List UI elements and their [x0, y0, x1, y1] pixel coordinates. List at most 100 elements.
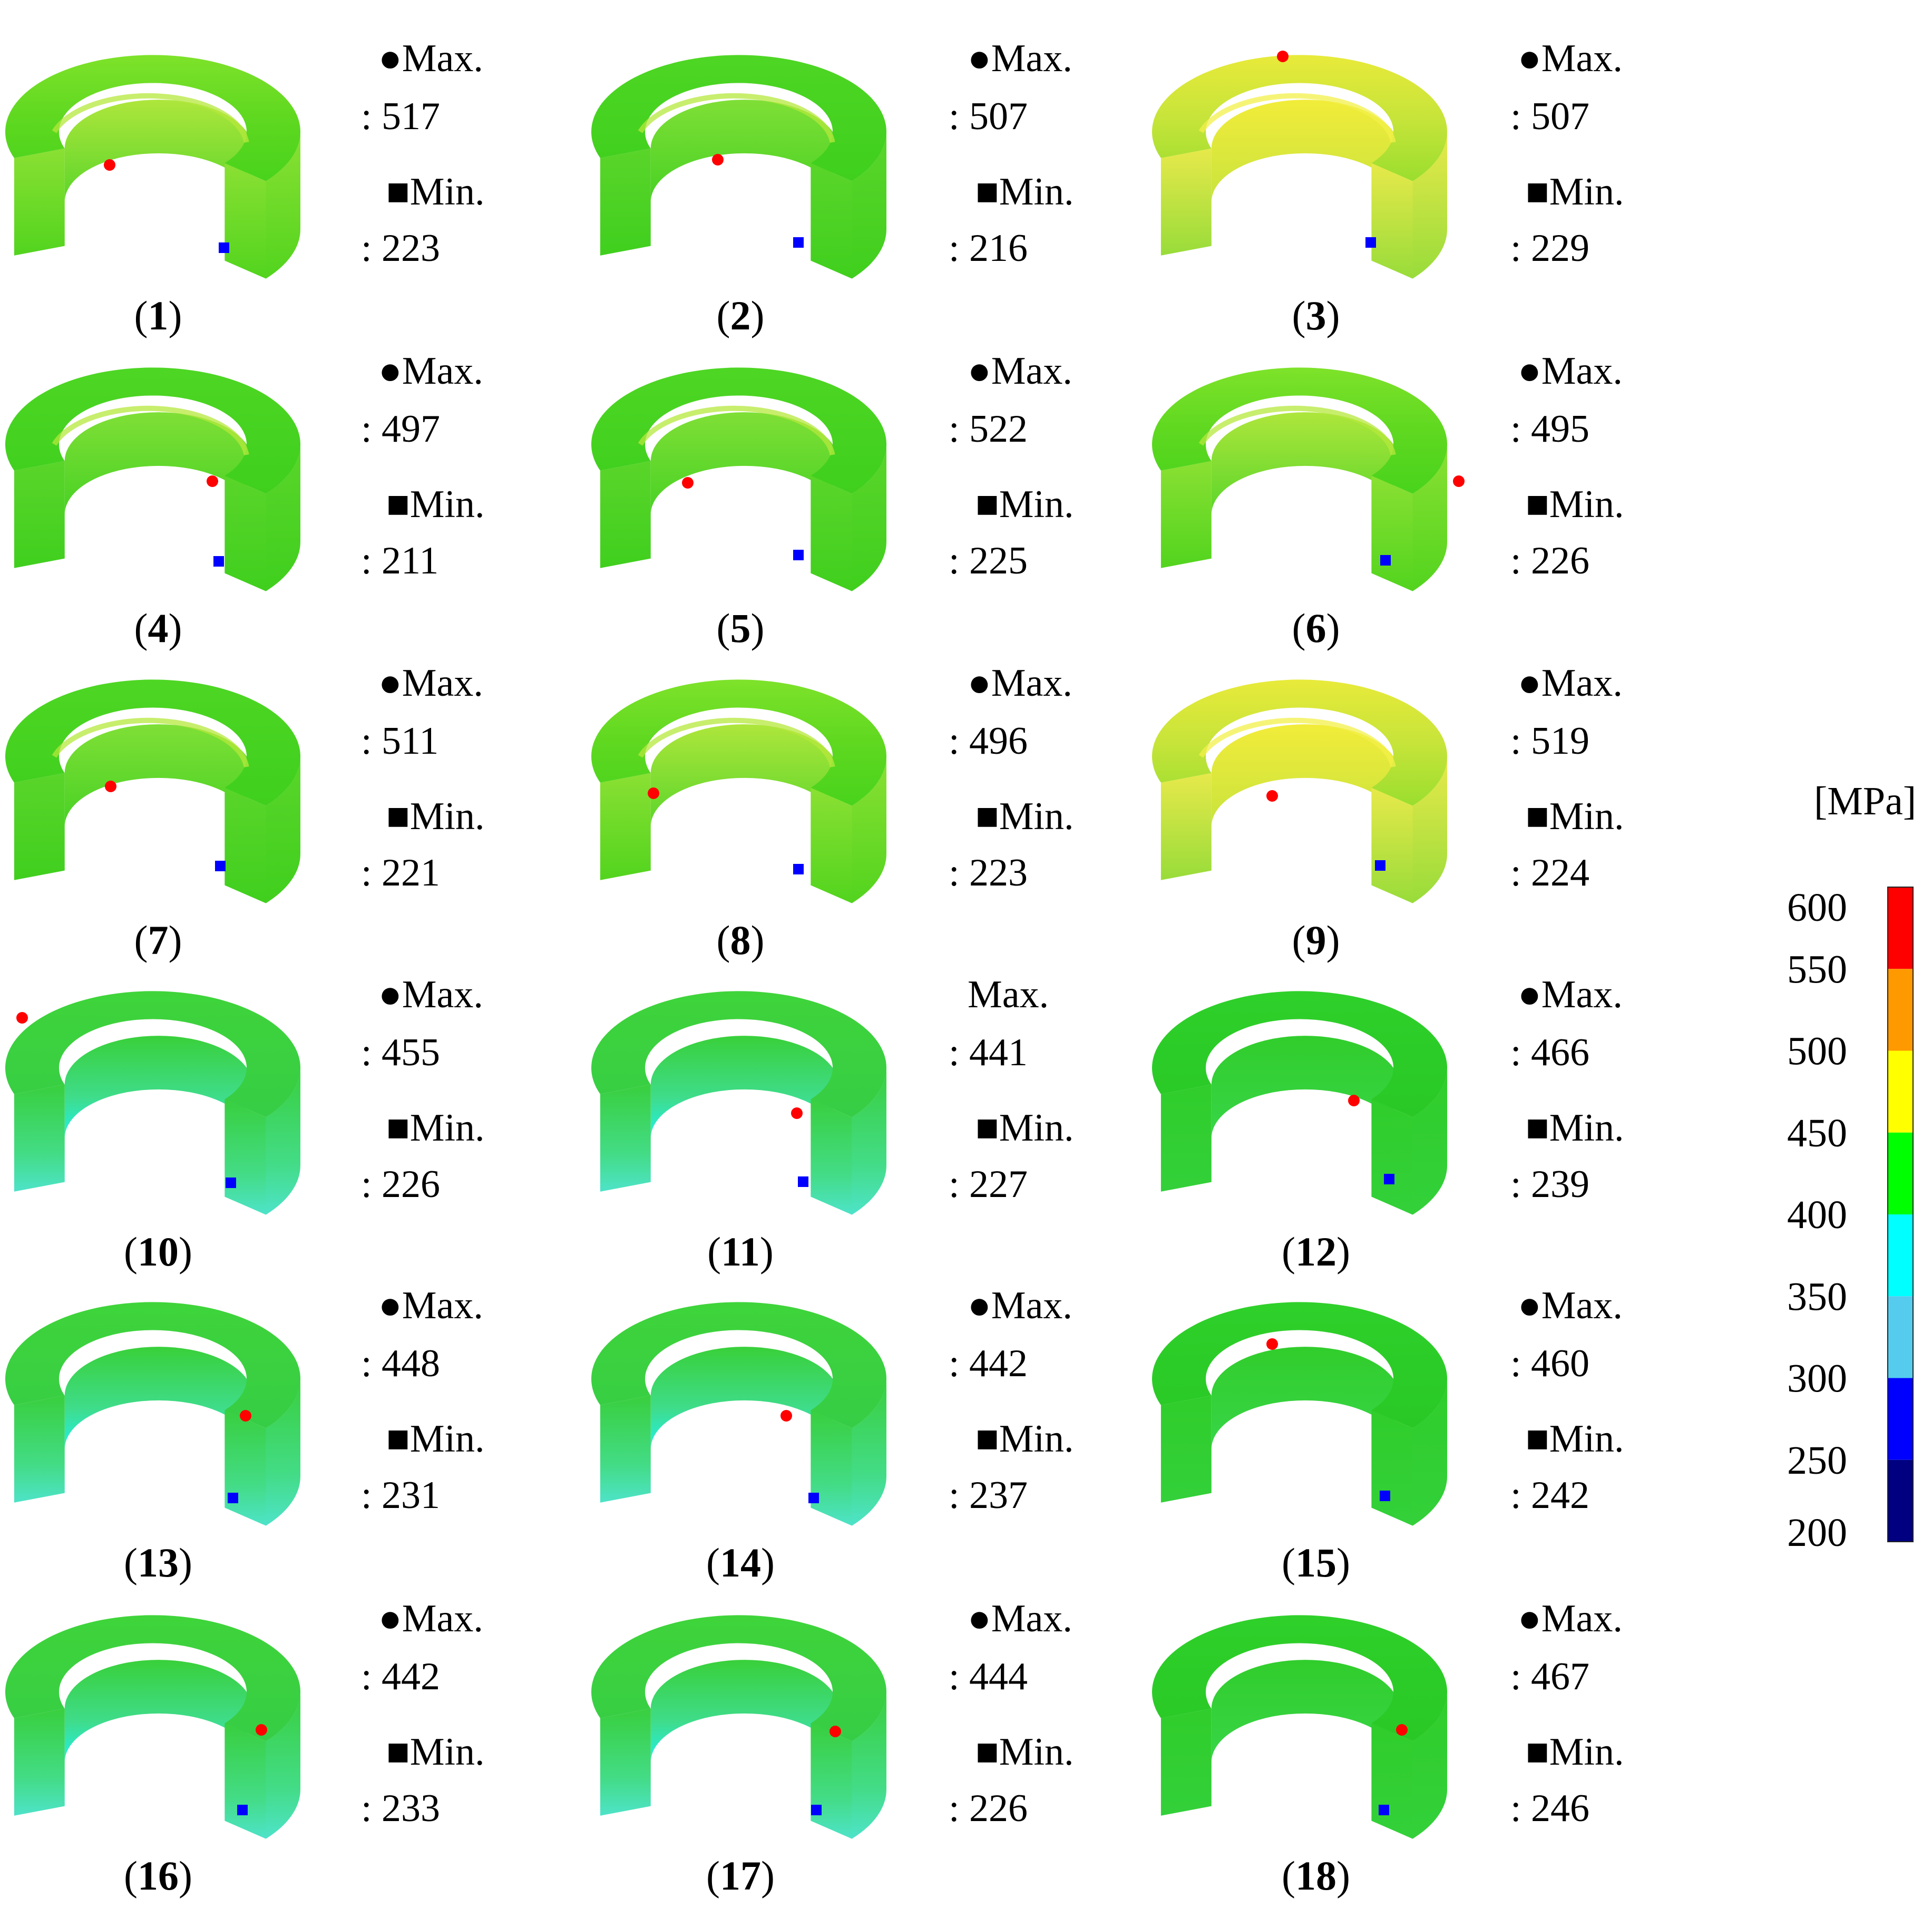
ring-right-cut-face [1371, 163, 1413, 279]
max-label: ●Max. [378, 1284, 483, 1327]
max-value: : 467 [1510, 1655, 1589, 1698]
min-label: ■Min. [975, 795, 1074, 838]
ring-inner-bore [1211, 100, 1393, 202]
ring-right-cut-face [1371, 475, 1413, 591]
max-stress-marker [1277, 51, 1289, 62]
legend-tick-400: 400 [1787, 1193, 1847, 1237]
ring-top-face [1152, 55, 1447, 181]
max-value: : 442 [949, 1342, 1028, 1385]
caption-close-paren: ) [751, 293, 765, 338]
ring-right-cut-face [225, 1723, 266, 1839]
ring-top-face [5, 55, 300, 181]
ring-outer-side [852, 132, 886, 279]
stress-band-highlight [638, 405, 835, 455]
caption-open-paren: ( [1292, 293, 1306, 338]
caption-open-paren: ( [134, 917, 148, 963]
min-stress-marker [1375, 860, 1385, 871]
ring-left-cut-face [14, 1395, 65, 1503]
ring-inner-bore [650, 412, 833, 515]
ring-left-cut-face [14, 1708, 65, 1816]
ring-top-face [1152, 1302, 1447, 1428]
max-label: ●Max. [378, 349, 483, 393]
ring-left-cut-face [600, 461, 651, 568]
ring-inner-bore [1211, 724, 1393, 827]
ring-right-cut-face [225, 475, 266, 591]
ring-outer-side [1412, 756, 1447, 903]
ring-inner-bore [64, 100, 247, 202]
ring-inner-bore [64, 1347, 247, 1449]
min-stress-marker [213, 556, 224, 567]
caption-number: 11 [721, 1229, 760, 1274]
caption-number: 18 [1295, 1853, 1336, 1899]
caption-open-paren: ( [707, 1229, 721, 1274]
legend-unit: [MPa] [1814, 779, 1916, 823]
min-label: ■Min. [975, 1417, 1074, 1461]
caption-number: 14 [720, 1540, 761, 1585]
panel-7: ●Max.: 511 ■Min.: 221 (7) [5, 661, 485, 963]
panel-caption: (16) [124, 1853, 192, 1899]
caption-number: 16 [138, 1853, 179, 1899]
max-label: ●Max. [378, 37, 483, 80]
max-value: : 507 [1510, 95, 1589, 138]
min-label: ■Min. [1526, 795, 1624, 838]
caption-number: 15 [1295, 1540, 1336, 1585]
min-stress-marker [1380, 555, 1391, 566]
ring-top-face [591, 367, 886, 494]
ring-outer-side [1412, 1068, 1447, 1215]
panel-12: ●Max.: 466 ■Min.: 239 (12) [1152, 973, 1624, 1274]
ring-model [591, 991, 887, 1215]
caption-close-paren: ) [169, 605, 182, 651]
ring-left-cut-face [1160, 1708, 1212, 1816]
panel-15: ●Max.: 460 ■Min.: 242 (15) [1152, 1284, 1624, 1585]
ring-inner-bore [650, 724, 833, 827]
ring-outer-side [1412, 444, 1447, 591]
max-label: ●Max. [1518, 1597, 1623, 1640]
caption-close-paren: ) [1336, 1540, 1350, 1585]
min-value: : 223 [361, 227, 440, 270]
legend-tick-600: 600 [1787, 885, 1847, 930]
min-stress-marker [226, 1178, 236, 1188]
caption-open-paren: ( [706, 1853, 720, 1899]
caption-close-paren: ) [169, 917, 182, 963]
caption-number: 2 [730, 293, 751, 338]
max-value: : 511 [361, 719, 438, 763]
caption-open-paren: ( [124, 1853, 138, 1899]
min-label: ■Min. [386, 1106, 485, 1150]
ring-left-cut-face [1160, 1395, 1212, 1503]
panel-10: ●Max.: 455 ■Min.: 226 (10) [5, 973, 485, 1274]
max-value: : 519 [1510, 719, 1589, 763]
legend-band-200-250 [1888, 1459, 1913, 1542]
max-label: ●Max. [968, 1284, 1072, 1327]
max-label: ●Max. [968, 1597, 1072, 1640]
ring-left-cut-face [600, 773, 651, 880]
stress-band-highlight [1198, 93, 1396, 143]
min-stress-marker [793, 237, 804, 248]
ring-model [1152, 55, 1447, 279]
legend-tick-450: 450 [1787, 1111, 1847, 1155]
min-value: : 233 [361, 1787, 440, 1830]
caption-open-paren: ( [1282, 1853, 1295, 1899]
caption-close-paren: ) [761, 1853, 775, 1899]
legend-band-450-500 [1888, 1050, 1913, 1133]
min-value: : 221 [361, 851, 440, 894]
max-value: : 507 [949, 95, 1028, 138]
caption-open-paren: ( [717, 917, 730, 963]
min-value: : 226 [361, 1163, 440, 1206]
panel-caption: (17) [706, 1853, 775, 1899]
ring-model [591, 679, 887, 903]
max-value: : 455 [361, 1031, 440, 1074]
ring-left-cut-face [14, 461, 65, 568]
stress-band-highlight [1198, 405, 1396, 455]
caption-number: 6 [1306, 605, 1326, 651]
panel-caption: (10) [124, 1229, 192, 1274]
max-stress-marker [207, 475, 218, 487]
min-label: ■Min. [975, 1106, 1074, 1150]
ring-outer-side [266, 756, 300, 903]
caption-number: 1 [148, 293, 169, 338]
caption-open-paren: ( [124, 1229, 138, 1274]
max-stress-marker [682, 477, 694, 489]
legend-tick-300: 300 [1787, 1357, 1847, 1401]
caption-close-paren: ) [1326, 917, 1340, 963]
min-value: : 216 [949, 227, 1028, 270]
panel-caption: (7) [134, 917, 182, 963]
